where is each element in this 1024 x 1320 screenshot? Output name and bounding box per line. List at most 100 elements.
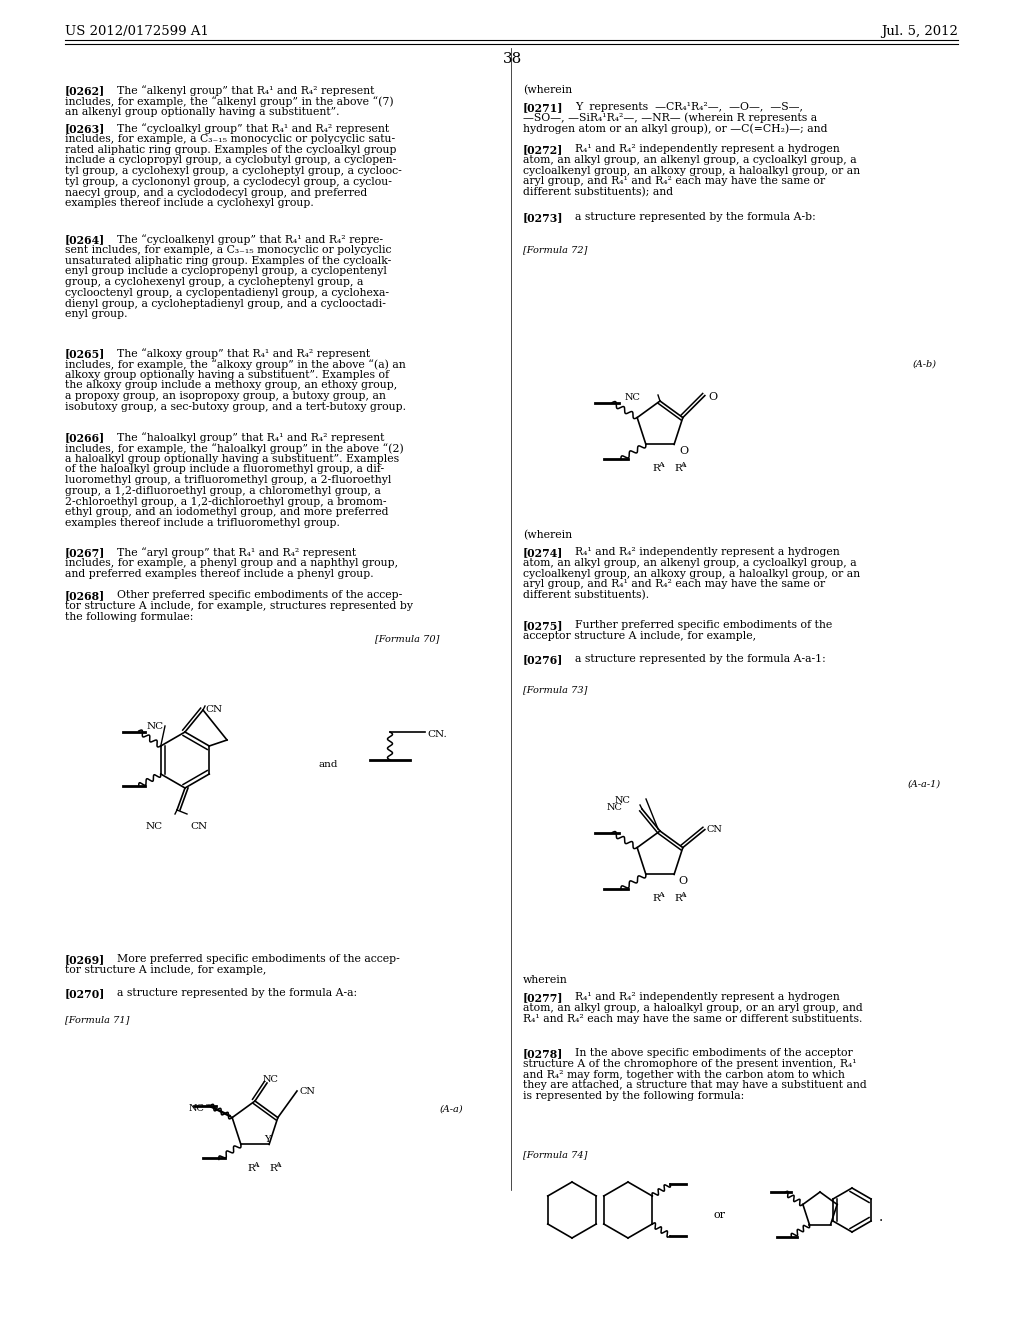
Text: [0269]: [0269]: [65, 954, 105, 965]
Text: an alkenyl group optionally having a substituent”.: an alkenyl group optionally having a sub…: [65, 107, 340, 116]
Text: (wherein: (wherein: [523, 84, 572, 95]
Text: NC: NC: [624, 393, 640, 403]
Text: [0267]: [0267]: [65, 546, 105, 558]
Text: CN: CN: [707, 825, 723, 834]
Text: [0273]: [0273]: [523, 213, 563, 223]
Text: Y  represents  —CR₄¹R₄²—,  —O—,  —S—,: Y represents —CR₄¹R₄²—, —O—, —S—,: [575, 102, 803, 112]
Text: a propoxy group, an isopropoxy group, a butoxy group, an: a propoxy group, an isopropoxy group, a …: [65, 391, 386, 401]
Text: [0278]: [0278]: [523, 1048, 563, 1059]
Text: R: R: [674, 894, 682, 903]
Text: NC: NC: [614, 796, 630, 805]
Text: ²: ²: [683, 894, 686, 902]
Text: naecyl group, and a cyclododecyl group, and preferred: naecyl group, and a cyclododecyl group, …: [65, 187, 368, 198]
Text: R: R: [652, 465, 659, 473]
Text: different substituents); and: different substituents); and: [523, 187, 673, 198]
Text: In the above specific embodiments of the acceptor: In the above specific embodiments of the…: [575, 1048, 853, 1059]
Text: a haloalkyl group optionally having a substituent”. Examples: a haloalkyl group optionally having a su…: [65, 454, 399, 463]
Text: R: R: [674, 465, 682, 473]
Text: (A-a-1): (A-a-1): [908, 780, 941, 789]
Text: wherein: wherein: [523, 975, 567, 985]
Text: [0268]: [0268]: [65, 590, 105, 601]
Text: tor structure A include, for example,: tor structure A include, for example,: [65, 965, 266, 974]
Text: [0275]: [0275]: [523, 620, 563, 631]
Text: of the haloalkyl group include a fluoromethyl group, a dif-: of the haloalkyl group include a fluorom…: [65, 465, 384, 474]
Text: [0276]: [0276]: [523, 653, 563, 665]
Text: or: or: [714, 1210, 726, 1220]
Text: hydrogen atom or an alkyl group), or —C(=CH₂)—; and: hydrogen atom or an alkyl group), or —C(…: [523, 124, 827, 135]
Text: R₄¹ and R₄² independently represent a hydrogen: R₄¹ and R₄² independently represent a hy…: [575, 144, 840, 154]
Text: unsaturated aliphatic ring group. Examples of the cycloalk-: unsaturated aliphatic ring group. Exampl…: [65, 256, 391, 265]
Text: group, a cyclohexenyl group, a cycloheptenyl group, a: group, a cyclohexenyl group, a cyclohept…: [65, 277, 364, 286]
Text: O: O: [709, 392, 718, 401]
Text: O: O: [678, 876, 687, 887]
Text: the following formulae:: the following formulae:: [65, 611, 194, 622]
Text: [Formula 71]: [Formula 71]: [65, 1015, 129, 1024]
Text: includes, for example, a phenyl group and a naphthyl group,: includes, for example, a phenyl group an…: [65, 558, 398, 568]
Text: atom, an alkyl group, an alkenyl group, a cycloalkyl group, a: atom, an alkyl group, an alkenyl group, …: [523, 558, 857, 568]
Text: is represented by the following formula:: is represented by the following formula:: [523, 1092, 744, 1101]
Text: and preferred examples thereof include a phenyl group.: and preferred examples thereof include a…: [65, 569, 374, 578]
Text: alkoxy group optionally having a substituent”. Examples of: alkoxy group optionally having a substit…: [65, 370, 389, 380]
Text: .: .: [879, 1210, 884, 1224]
Text: The “cycloalkenyl group” that R₄¹ and R₄² repre-: The “cycloalkenyl group” that R₄¹ and R₄…: [117, 234, 383, 244]
Text: NC: NC: [606, 803, 622, 812]
Text: rated aliphatic ring group. Examples of the cycloalkyl group: rated aliphatic ring group. Examples of …: [65, 144, 396, 154]
Text: examples thereof include a cyclohexyl group.: examples thereof include a cyclohexyl gr…: [65, 198, 313, 209]
Text: A: A: [680, 461, 685, 469]
Text: [0274]: [0274]: [523, 546, 563, 558]
Text: ethyl group, and an iodomethyl group, and more preferred: ethyl group, and an iodomethyl group, an…: [65, 507, 388, 517]
Text: and: and: [318, 760, 338, 770]
Text: The “alkoxy group” that R₄¹ and R₄² represent: The “alkoxy group” that R₄¹ and R₄² repr…: [117, 348, 370, 359]
Text: cyclooctenyl group, a cyclopentadienyl group, a cyclohexa-: cyclooctenyl group, a cyclopentadienyl g…: [65, 288, 389, 298]
Text: Other preferred specific embodiments of the accep-: Other preferred specific embodiments of …: [117, 590, 402, 601]
Text: —SO—, —SiR₄¹R₄²—, —NR— (wherein R represents a: —SO—, —SiR₄¹R₄²—, —NR— (wherein R repres…: [523, 112, 817, 123]
Text: [0265]: [0265]: [65, 348, 105, 359]
Text: enyl group include a cyclopropenyl group, a cyclopentenyl: enyl group include a cyclopropenyl group…: [65, 267, 387, 276]
Text: isobutoxy group, a sec-butoxy group, and a tert-butoxy group.: isobutoxy group, a sec-butoxy group, and…: [65, 401, 406, 412]
Text: ¹: ¹: [662, 894, 664, 902]
Text: they are attached, a structure that may have a substituent and: they are attached, a structure that may …: [523, 1080, 866, 1090]
Text: (A-a): (A-a): [440, 1105, 464, 1114]
Text: NC: NC: [147, 722, 164, 731]
Text: [Formula 74]: [Formula 74]: [523, 1150, 588, 1159]
Text: R₄¹ and R₄² each may have the same or different substituents.: R₄¹ and R₄² each may have the same or di…: [523, 1014, 862, 1023]
Text: [0262]: [0262]: [65, 84, 105, 96]
Text: ²: ²: [278, 1164, 281, 1172]
Text: include a cyclopropyl group, a cyclobutyl group, a cyclopen-: include a cyclopropyl group, a cyclobuty…: [65, 156, 396, 165]
Text: structure A of the chromophore of the present invention, R₄¹: structure A of the chromophore of the pr…: [523, 1059, 857, 1069]
Text: and R₄² may form, together with the carbon atom to which: and R₄² may form, together with the carb…: [523, 1069, 845, 1080]
Text: The “cycloalkyl group” that R₄¹ and R₄² represent: The “cycloalkyl group” that R₄¹ and R₄² …: [117, 123, 389, 133]
Text: includes, for example, a C₃₋₁₅ monocyclic or polycyclic satu-: includes, for example, a C₃₋₁₅ monocycli…: [65, 133, 395, 144]
Text: A: A: [680, 891, 685, 899]
Text: ¹: ¹: [256, 1164, 259, 1172]
Text: [0266]: [0266]: [65, 432, 105, 444]
Text: cycloalkenyl group, an alkoxy group, a haloalkyl group, or an: cycloalkenyl group, an alkoxy group, a h…: [523, 569, 860, 578]
Text: ¹: ¹: [662, 465, 664, 473]
Text: [Formula 70]: [Formula 70]: [375, 634, 439, 643]
Text: ²: ²: [683, 465, 686, 473]
Text: CN: CN: [190, 822, 207, 832]
Text: (A-b): (A-b): [913, 360, 937, 370]
Text: The “alkenyl group” that R₄¹ and R₄² represent: The “alkenyl group” that R₄¹ and R₄² rep…: [117, 84, 375, 96]
Text: NC: NC: [145, 822, 163, 832]
Text: [0271]: [0271]: [523, 102, 563, 114]
Text: R₄¹ and R₄² independently represent a hydrogen: R₄¹ and R₄² independently represent a hy…: [575, 546, 840, 557]
Text: (wherein: (wherein: [523, 531, 572, 540]
Text: More preferred specific embodiments of the accep-: More preferred specific embodiments of t…: [117, 954, 399, 964]
Text: group, a 1,2-difluoroethyl group, a chloromethyl group, a: group, a 1,2-difluoroethyl group, a chlo…: [65, 486, 381, 496]
Text: tyl group, a cyclononyl group, a cyclodecyl group, a cyclou-: tyl group, a cyclononyl group, a cyclode…: [65, 177, 392, 187]
Text: The “aryl group” that R₄¹ and R₄² represent: The “aryl group” that R₄¹ and R₄² repres…: [117, 546, 356, 558]
Text: aryl group, and R₄¹ and R₄² each may have the same or: aryl group, and R₄¹ and R₄² each may hav…: [523, 579, 825, 589]
Text: a structure represented by the formula A-a-1:: a structure represented by the formula A…: [575, 653, 825, 664]
Text: the alkoxy group include a methoxy group, an ethoxy group,: the alkoxy group include a methoxy group…: [65, 380, 397, 391]
Text: atom, an alkyl group, a haloalkyl group, or an aryl group, and: atom, an alkyl group, a haloalkyl group,…: [523, 1003, 863, 1012]
Text: 38: 38: [503, 51, 521, 66]
Text: [Formula 73]: [Formula 73]: [523, 685, 588, 694]
Text: cycloalkenyl group, an alkoxy group, a haloalkyl group, or an: cycloalkenyl group, an alkoxy group, a h…: [523, 165, 860, 176]
Text: 2-chloroethyl group, a 1,2-dichloroethyl group, a bromom-: 2-chloroethyl group, a 1,2-dichloroethyl…: [65, 496, 386, 507]
Text: NC: NC: [189, 1104, 205, 1113]
Text: [0263]: [0263]: [65, 123, 105, 135]
Text: Y: Y: [264, 1135, 270, 1144]
Text: includes, for example, the “alkoxy group” in the above “(a) an: includes, for example, the “alkoxy group…: [65, 359, 406, 370]
Text: [Formula 72]: [Formula 72]: [523, 246, 588, 253]
